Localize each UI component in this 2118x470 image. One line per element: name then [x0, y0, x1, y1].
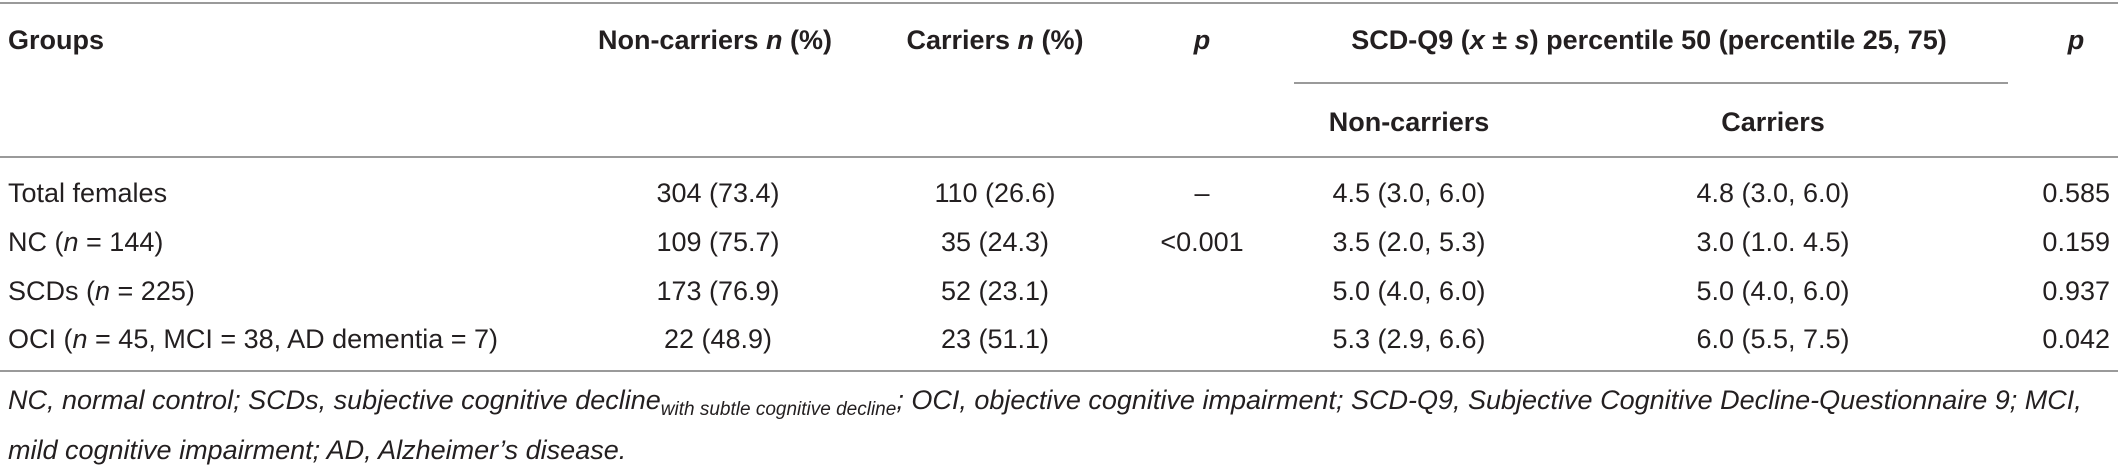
row-total-females-p: –: [1194, 178, 1210, 208]
row-nc-p: <0.001: [1160, 227, 1244, 257]
row-scds-carriers: 52 (23.1): [940, 276, 1050, 306]
header-bottom-rule: [0, 156, 2118, 158]
group-label-suffix: = 144): [78, 227, 164, 257]
row-oci-noncarriers: 22 (48.9): [663, 324, 773, 354]
group-label-prefix: SCDs (: [8, 276, 95, 306]
row-nc-p-scd: 0.159: [2042, 227, 2110, 257]
header-subgroup-rule: [1294, 82, 2008, 84]
group-label-n: n: [63, 227, 79, 257]
row-total-females-noncarriers: 304 (73.4): [656, 178, 780, 208]
header-noncarriers-label: Non-carriers: [597, 25, 767, 55]
header-noncarriers-n: n: [766, 25, 783, 55]
table-top-rule: [0, 2, 2118, 4]
row-nc-scd-carriers: 3.0 (1.0. 4.5): [1696, 227, 1850, 257]
row-total-females-p-scd: 0.585: [2042, 178, 2110, 208]
subheader-noncarriers: Non-carriers: [1328, 107, 1490, 137]
row-oci-carriers: 23 (51.1): [940, 324, 1050, 354]
header-carriers-label: Carriers: [906, 25, 1018, 55]
row-scds-p-scd: 0.937: [2042, 276, 2110, 306]
footnote-part1: NC, normal control; SCDs, subjective cog…: [8, 385, 661, 415]
row-oci-group: OCI (n = 45, MCI = 38, AD dementia = 7): [8, 322, 498, 356]
header-p-value: p: [1193, 25, 1211, 55]
row-total-females-scd-noncarriers: 4.5 (3.0, 6.0): [1332, 178, 1486, 208]
header-scd-pre: SCD-Q9 (: [1351, 25, 1470, 55]
group-label-suffix: = 225): [110, 276, 195, 306]
group-label-prefix: OCI (: [8, 324, 73, 354]
group-label-prefix: NC (: [8, 227, 64, 257]
row-oci-p-scd: 0.042: [2042, 324, 2110, 354]
row-nc-scd-noncarriers: 3.5 (2.0, 5.3): [1332, 227, 1486, 257]
row-scds-scd-carriers: 5.0 (4.0, 6.0): [1696, 276, 1850, 306]
header-p-value-scd: p: [2067, 25, 2085, 55]
header-carriers-n: n: [1017, 25, 1035, 55]
row-total-females-carriers: 110 (26.6): [934, 178, 1056, 208]
group-label-suffix: = 45, MCI = 38, AD dementia = 7): [87, 324, 499, 354]
row-nc-group: NC (n = 144): [8, 225, 163, 259]
row-scds-noncarriers: 173 (76.9): [656, 276, 780, 306]
group-label-n: n: [72, 324, 88, 354]
row-nc-carriers: 35 (24.3): [940, 227, 1050, 257]
row-oci-scd-carriers: 6.0 (5.5, 7.5): [1696, 324, 1850, 354]
footnote-subscript: with subtle cognitive decline: [660, 399, 897, 420]
header-scd-q9: SCD-Q9 (x ± s) percentile 50 (percentile…: [1351, 23, 1947, 57]
group-label-n: n: [95, 276, 111, 306]
row-scds-scd-noncarriers: 5.0 (4.0, 6.0): [1332, 276, 1486, 306]
subheader-carriers: Carriers: [1721, 107, 1825, 137]
table-bottom-rule: [0, 370, 2118, 372]
group-label: Total females: [8, 178, 168, 208]
header-carriers-pct: (%): [1034, 25, 1084, 55]
row-oci-scd-noncarriers: 5.3 (2.9, 6.6): [1332, 324, 1486, 354]
header-scd-post: ) percentile 50 (percentile 25, 75): [1529, 25, 1947, 55]
header-carriers: Carriers n (%): [906, 23, 1083, 57]
row-scds-group: SCDs (n = 225): [8, 274, 195, 308]
header-noncarriers: Non-carriers n (%): [598, 23, 832, 57]
row-total-females-scd-carriers: 4.8 (3.0, 6.0): [1696, 178, 1850, 208]
header-scd-s: s: [1514, 25, 1530, 55]
row-nc-noncarriers: 109 (75.7): [656, 227, 780, 257]
header-groups: Groups: [8, 25, 105, 55]
header-scd-x: x: [1469, 25, 1485, 55]
row-total-females-group: Total females: [8, 176, 167, 210]
header-scd-pm: ±: [1484, 25, 1515, 55]
header-noncarriers-pct: (%): [782, 25, 833, 55]
